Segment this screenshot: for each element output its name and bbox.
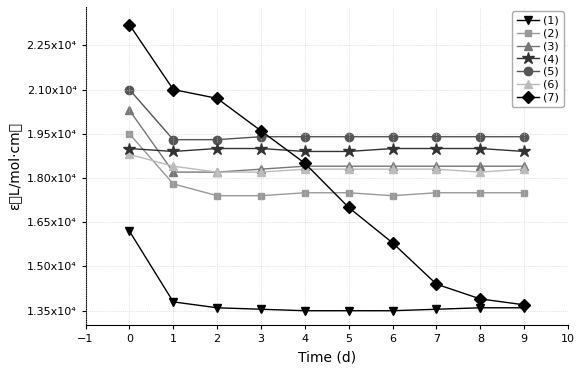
(5) (521, 135, 528, 139)
(5) (433, 135, 440, 139)
(1) (214, 306, 221, 310)
(2) (301, 191, 308, 195)
(2) (477, 191, 484, 195)
(5) (477, 135, 484, 139)
(6) (214, 170, 221, 174)
(5) (389, 135, 396, 139)
(4) (214, 146, 221, 151)
(4) (433, 146, 440, 151)
Line: (4): (4) (123, 142, 530, 158)
(3) (301, 164, 308, 168)
(7) (126, 22, 133, 27)
(6) (257, 170, 264, 174)
(5) (301, 135, 308, 139)
Line: (1): (1) (125, 227, 528, 315)
(5) (126, 87, 133, 92)
(2) (170, 182, 177, 186)
(3) (521, 164, 528, 168)
(1) (433, 307, 440, 312)
(4) (301, 149, 308, 154)
(1) (301, 309, 308, 313)
(7) (257, 129, 264, 133)
(5) (214, 137, 221, 142)
(6) (170, 164, 177, 168)
Y-axis label: ε（L/mol·cm）: ε（L/mol·cm） (7, 122, 21, 210)
(4) (521, 149, 528, 154)
(7) (214, 96, 221, 101)
(7) (170, 87, 177, 92)
(1) (345, 309, 352, 313)
(5) (345, 135, 352, 139)
(5) (257, 135, 264, 139)
(2) (345, 191, 352, 195)
(1) (521, 306, 528, 310)
(7) (301, 161, 308, 165)
(3) (389, 164, 396, 168)
(7) (433, 282, 440, 286)
(2) (257, 193, 264, 198)
(4) (126, 146, 133, 151)
(6) (126, 152, 133, 157)
(6) (301, 167, 308, 171)
(6) (345, 167, 352, 171)
(3) (257, 167, 264, 171)
(3) (170, 170, 177, 174)
(1) (257, 307, 264, 312)
(6) (521, 167, 528, 171)
(4) (477, 146, 484, 151)
(3) (345, 164, 352, 168)
(1) (477, 306, 484, 310)
(4) (345, 149, 352, 154)
(3) (477, 164, 484, 168)
Line: (7): (7) (125, 20, 528, 309)
(1) (170, 300, 177, 304)
X-axis label: Time (d): Time (d) (298, 350, 356, 364)
Line: (3): (3) (125, 106, 528, 176)
(1) (389, 309, 396, 313)
Line: (2): (2) (126, 130, 528, 199)
(2) (433, 191, 440, 195)
Legend: (1), (2), (3), (4), (5), (6), (7): (1), (2), (3), (4), (5), (6), (7) (512, 12, 563, 107)
(1) (126, 229, 133, 233)
(7) (389, 241, 396, 245)
(5) (170, 137, 177, 142)
(4) (170, 149, 177, 154)
(2) (521, 191, 528, 195)
(2) (126, 132, 133, 136)
(6) (477, 170, 484, 174)
(2) (214, 193, 221, 198)
(3) (214, 170, 221, 174)
(4) (257, 146, 264, 151)
(6) (389, 167, 396, 171)
(4) (389, 146, 396, 151)
(7) (477, 297, 484, 301)
(7) (345, 205, 352, 210)
Line: (6): (6) (125, 150, 528, 176)
(3) (433, 164, 440, 168)
(3) (126, 108, 133, 112)
Line: (5): (5) (125, 85, 528, 144)
(2) (389, 193, 396, 198)
(7) (521, 303, 528, 307)
(6) (433, 167, 440, 171)
